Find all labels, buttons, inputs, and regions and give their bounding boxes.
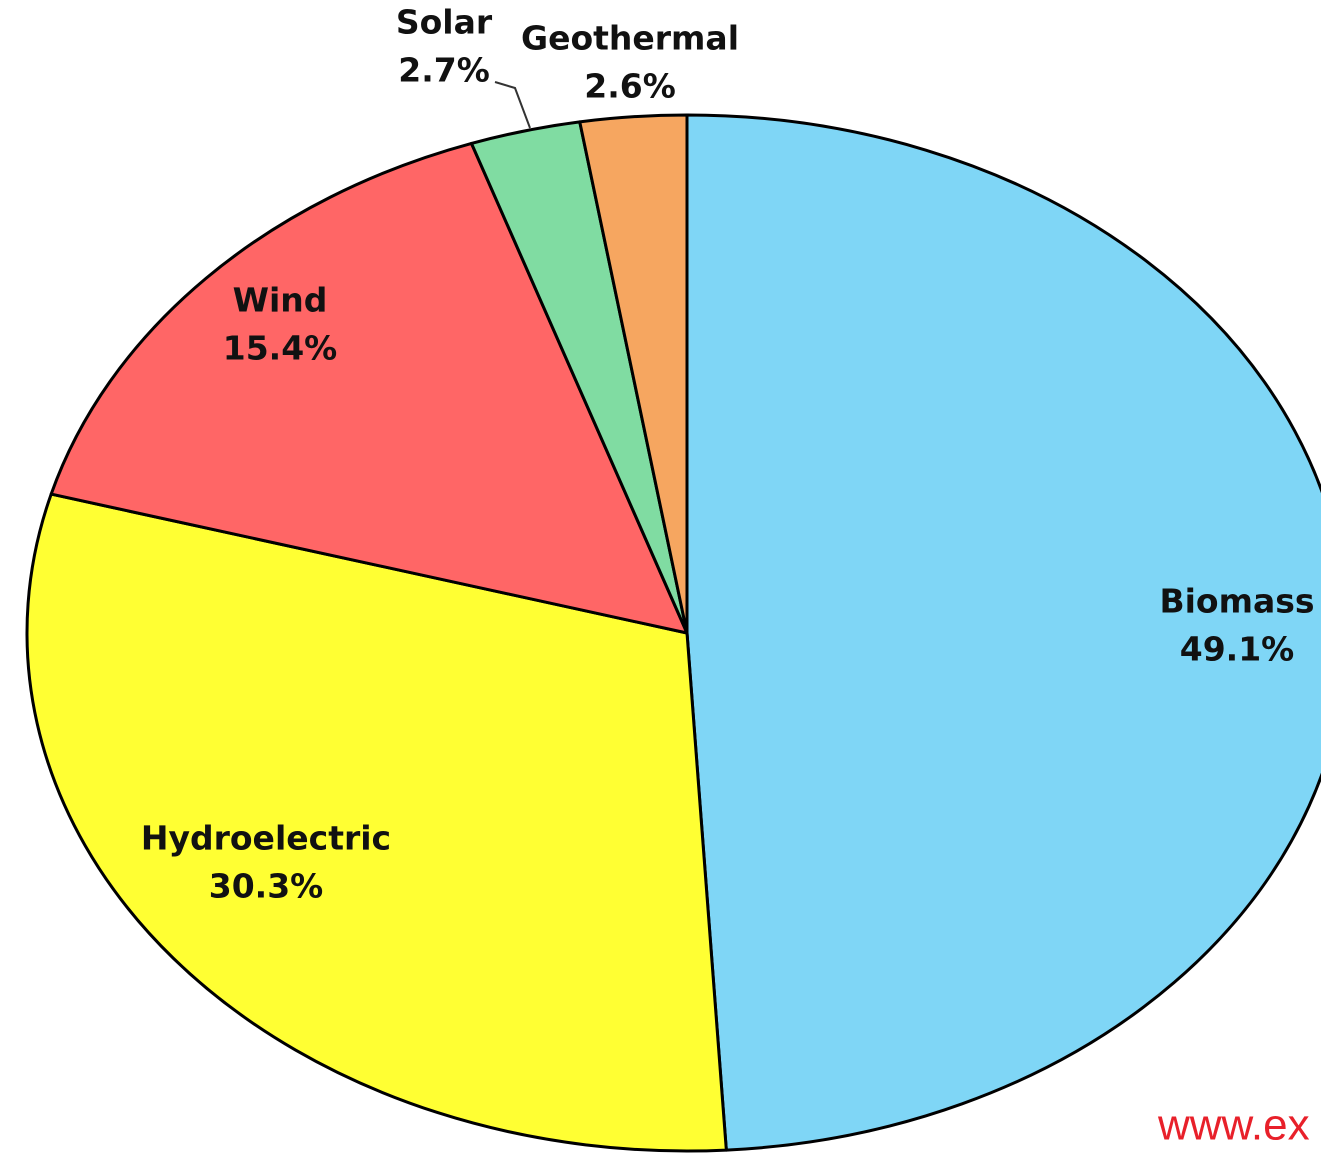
pie-slice [49, 141, 689, 635]
slice-value-label: 30.3% [209, 867, 324, 906]
slice-label: Solar [396, 3, 493, 42]
slice-label: Geothermal [521, 19, 739, 58]
slice-label: Wind [233, 281, 328, 320]
slice-value-label: 49.1% [1180, 630, 1295, 669]
pie-slice [685, 113, 1321, 1152]
pie-slice [25, 492, 728, 1153]
slice-label: Biomass [1159, 582, 1314, 621]
pie-slice [578, 113, 689, 635]
slice-value-label: 2.6% [584, 67, 676, 106]
slice-value-label: 15.4% [223, 329, 338, 368]
pie [25, 113, 1321, 1153]
slice-label: Hydroelectric [141, 819, 391, 858]
watermark: www.ex [1157, 1101, 1310, 1150]
slice-value-label: 2.7% [398, 51, 490, 90]
leader-line [494, 81, 531, 129]
